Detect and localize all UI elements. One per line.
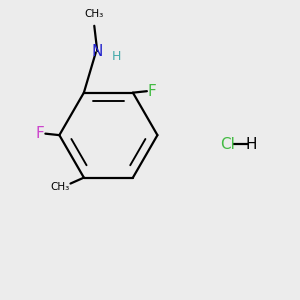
Text: CH₃: CH₃ (50, 182, 70, 191)
Text: CH₃: CH₃ (85, 9, 104, 19)
Text: H: H (245, 136, 257, 152)
Text: N: N (92, 44, 103, 59)
Text: F: F (36, 126, 44, 141)
Text: Cl: Cl (220, 136, 235, 152)
Text: H: H (112, 50, 121, 63)
Text: F: F (148, 84, 157, 99)
